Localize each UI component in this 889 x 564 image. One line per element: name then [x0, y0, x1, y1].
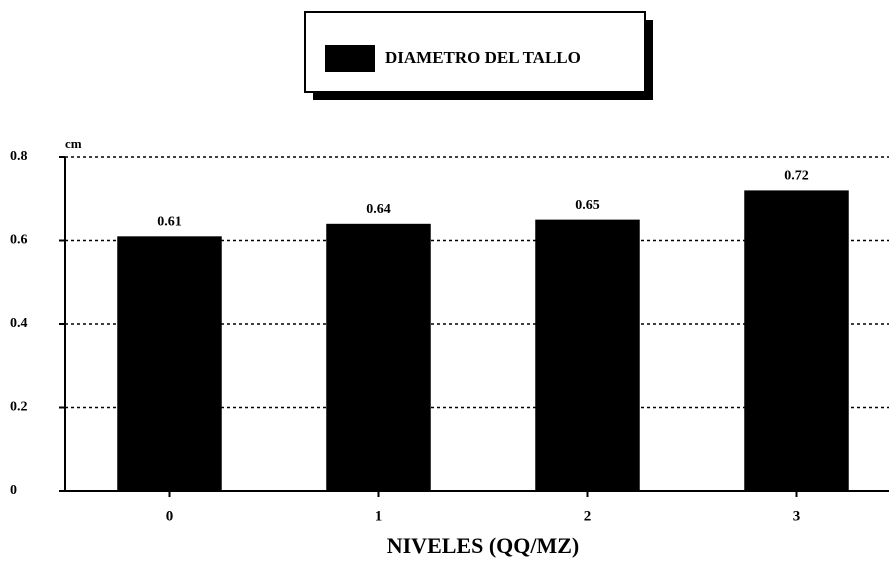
y-tick-label: 0.8	[10, 149, 28, 164]
value-label: 0.61	[157, 215, 182, 230]
legend-label: DIAMETRO DEL TALLO	[385, 48, 581, 67]
y-unit: cm	[65, 136, 82, 151]
x-tick-label: 3	[793, 508, 801, 524]
bar	[535, 219, 640, 491]
x-tick-label: 1	[375, 508, 383, 524]
value-label: 0.72	[784, 169, 809, 184]
y-tick-label: 0	[10, 483, 17, 498]
y-tick-label: 0.4	[10, 316, 28, 331]
y-tick-label: 0.2	[10, 400, 28, 415]
bar	[744, 190, 849, 491]
value-label: 0.64	[366, 202, 391, 217]
x-axis-title: NIVELES (QQ/MZ)	[387, 533, 580, 558]
x-tick-label: 0	[166, 508, 174, 524]
bar	[117, 236, 222, 491]
y-tick-label: 0.6	[10, 233, 28, 248]
bar	[326, 223, 431, 492]
x-tick-label: 2	[584, 508, 592, 524]
legend-swatch	[325, 45, 375, 72]
value-label: 0.65	[575, 198, 600, 213]
